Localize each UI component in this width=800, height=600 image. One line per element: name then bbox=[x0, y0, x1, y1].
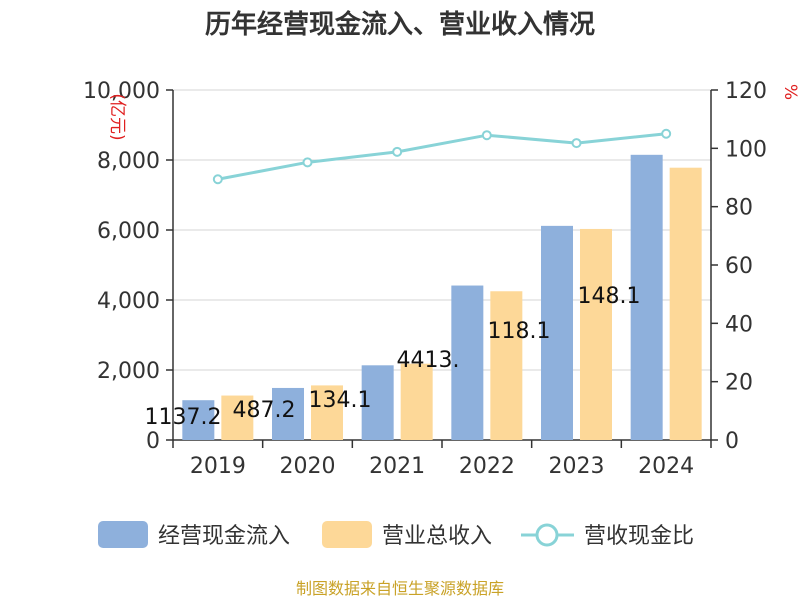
bar-revenue bbox=[400, 363, 433, 440]
ratio-point bbox=[661, 128, 672, 139]
ratio-point bbox=[571, 138, 582, 149]
data-label: 118.1 bbox=[488, 319, 551, 344]
legend-label-cash-inflow: 经营现金流入 bbox=[158, 524, 290, 549]
ratio-point bbox=[302, 157, 313, 168]
left-tick-label: 0 bbox=[146, 429, 160, 454]
right-tick-label: 40 bbox=[725, 312, 753, 337]
right-tick-label: 80 bbox=[725, 196, 753, 221]
x-tick-label: 2022 bbox=[459, 454, 515, 479]
bar-cash-inflow bbox=[182, 400, 215, 440]
data-label: 1137.2 bbox=[145, 405, 222, 430]
bar-revenue bbox=[221, 395, 254, 440]
bar-revenue bbox=[490, 291, 523, 440]
right-axis-unit: % bbox=[780, 84, 800, 100]
data-label: 134.1 bbox=[309, 388, 372, 413]
ratio-point bbox=[392, 146, 403, 157]
left-tick-label: 8,000 bbox=[97, 149, 160, 174]
legend-marker-ratio bbox=[535, 523, 559, 547]
bar-cash-inflow bbox=[630, 154, 663, 440]
data-labels: 1137.2 487.2 134.1 4413. 118.1 148.1 bbox=[145, 284, 641, 430]
bar-cash-inflow bbox=[541, 225, 573, 440]
bar-cash-inflow bbox=[451, 285, 484, 440]
legend-label-revenue: 营业总收入 bbox=[382, 524, 492, 549]
left-tick-label: 4,000 bbox=[97, 289, 160, 314]
bar-revenue bbox=[311, 385, 343, 440]
right-tick-label: 20 bbox=[725, 371, 753, 396]
x-tick-label: 2023 bbox=[549, 454, 605, 479]
bar-cash-inflow bbox=[361, 365, 394, 440]
right-tick-label: 60 bbox=[725, 254, 753, 279]
grid bbox=[173, 89, 711, 371]
x-tick-label: 2020 bbox=[280, 454, 336, 479]
axes: 0 2,000 4,000 6,000 8,000 10,000 0 20 40 60 80 100 1… bbox=[83, 79, 767, 479]
bar-revenue bbox=[669, 167, 702, 440]
right-tick-label: 100 bbox=[725, 137, 767, 162]
x-tick-label: 2019 bbox=[190, 454, 246, 479]
legend-swatch-revenue bbox=[322, 521, 372, 548]
legend-label-ratio: 营收现金比 bbox=[584, 524, 694, 549]
data-source: 制图数据来自恒生聚源数据库 bbox=[296, 579, 504, 598]
data-label: 4413. bbox=[397, 348, 460, 373]
data-label: 487.2 bbox=[233, 398, 296, 423]
right-tick-label: 0 bbox=[725, 429, 739, 454]
ratio-point bbox=[212, 174, 223, 185]
left-tick-label: 6,000 bbox=[97, 219, 160, 244]
legend-swatch-cash-inflow bbox=[98, 521, 148, 548]
chart-title: 历年经营现金流入、营业收入情况 bbox=[205, 9, 595, 40]
ratio-line bbox=[212, 128, 672, 185]
bar-revenue bbox=[580, 228, 612, 440]
bar-cash-inflow bbox=[272, 387, 304, 440]
x-tick-label: 2024 bbox=[638, 454, 694, 479]
ratio-polyline bbox=[217, 132, 667, 181]
left-tick-label: 10,000 bbox=[83, 79, 160, 104]
x-tick-label: 2021 bbox=[369, 454, 425, 479]
bars bbox=[182, 154, 702, 440]
left-tick-label: 2,000 bbox=[97, 359, 160, 384]
left-axis-unit: (亿元) bbox=[107, 93, 127, 140]
data-label: 148.1 bbox=[578, 284, 641, 309]
legend: 经营现金流入 营业总收入 营收现金比 bbox=[98, 521, 694, 549]
right-tick-label: 120 bbox=[725, 79, 767, 104]
ratio-point bbox=[481, 130, 492, 141]
